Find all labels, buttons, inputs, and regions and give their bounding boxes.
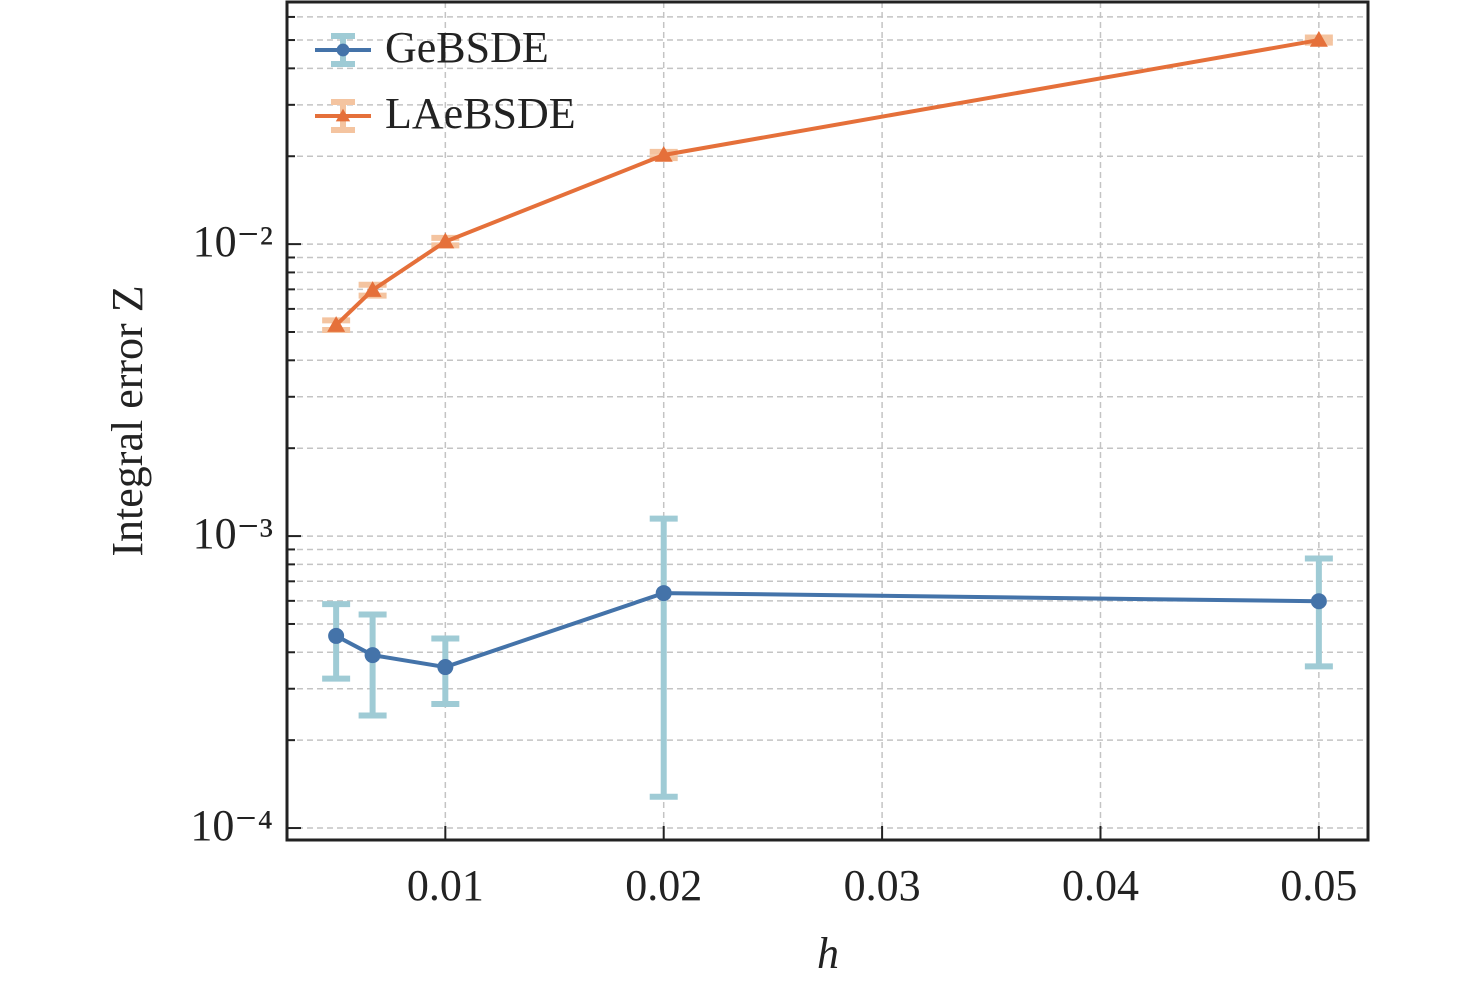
x-tick-label: 0.04: [1062, 861, 1139, 910]
legend-label: GeBSDE: [385, 23, 549, 72]
y-tick-label: 10⁻³: [193, 509, 273, 558]
series-line: [335, 591, 1319, 670]
legend-label: LAeBSDE: [385, 89, 576, 138]
x-tick-label: 0.01: [407, 861, 484, 910]
marker: [1310, 593, 1327, 610]
marker: [364, 647, 381, 664]
x-axis-label: h: [817, 929, 839, 978]
marker: [1309, 31, 1328, 47]
x-tick-label: 0.03: [844, 861, 921, 910]
y-tick-label: 10⁻⁴: [190, 801, 273, 850]
x-tick-label: 0.02: [625, 861, 702, 910]
legend: GeBSDE LAeBSDE: [315, 23, 576, 138]
marker: [336, 43, 350, 57]
marker: [327, 316, 346, 332]
marker: [335, 108, 351, 122]
y-axis-label: Integral error Z: [103, 285, 152, 556]
marker: [437, 659, 454, 676]
marker: [363, 281, 382, 297]
marker: [654, 145, 673, 162]
marker: [328, 627, 345, 644]
y-tick-label: 10⁻²: [193, 217, 273, 266]
marker: [655, 585, 672, 602]
series-line: [334, 38, 1320, 327]
x-tick-label: 0.05: [1280, 861, 1357, 910]
marker: [436, 232, 455, 249]
plot-frame: [285, 0, 1370, 842]
